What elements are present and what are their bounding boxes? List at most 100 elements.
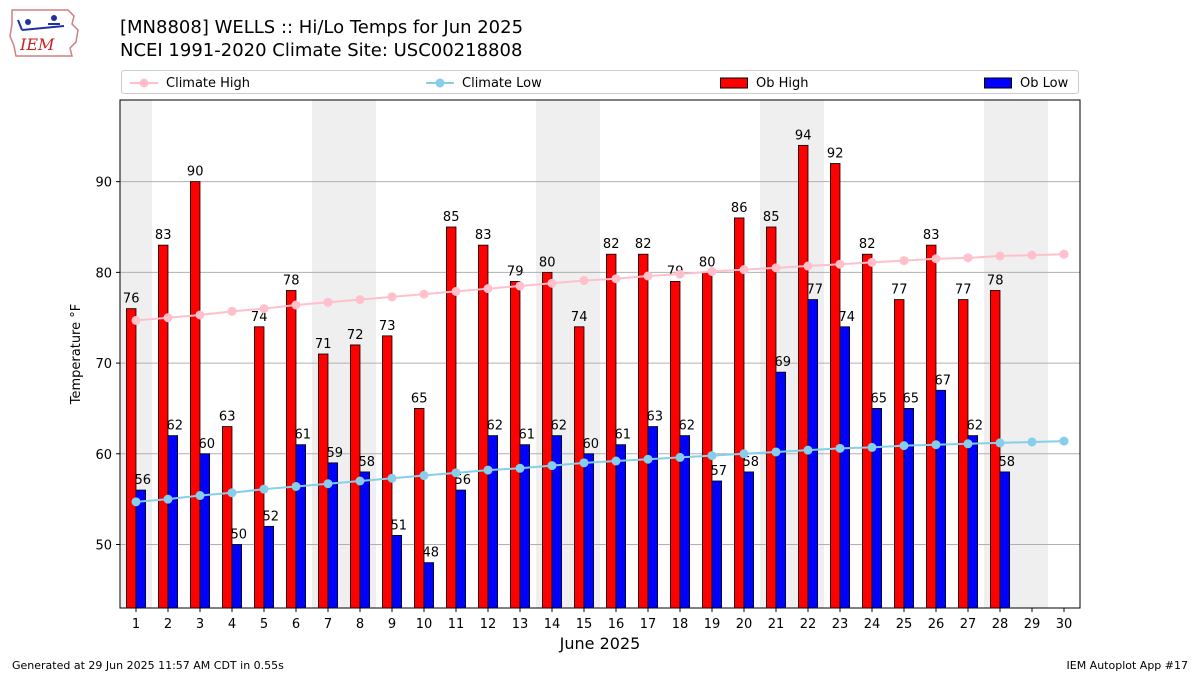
x-tick-label: 22 (800, 617, 817, 632)
climate-low-point (355, 476, 365, 486)
ob-low-label: 62 (551, 419, 568, 434)
ob-high-bar (542, 271, 553, 609)
ob-low-label: 62 (487, 419, 504, 434)
climate-high-point (515, 281, 525, 291)
ob-high-label: 63 (219, 410, 236, 425)
y-tick-label: 90 (95, 176, 112, 191)
x-tick-label: 16 (608, 617, 625, 632)
climate-high-point (739, 265, 749, 275)
ob-high-bar (766, 226, 777, 609)
ob-low-label: 60 (583, 437, 600, 452)
x-tick-label: 6 (292, 617, 300, 632)
iem-logo: IEM (8, 6, 82, 60)
ob-low-bar (167, 435, 179, 609)
y-tick-label: 50 (95, 539, 112, 554)
ob-high-label: 65 (411, 391, 428, 406)
climate-high-line (135, 253, 1065, 322)
climate-low-line (135, 440, 1065, 503)
climate-low-point (323, 479, 333, 489)
ob-high-label: 79 (507, 264, 524, 279)
climate-low-point (963, 439, 973, 449)
x-tick-label: 24 (864, 617, 881, 632)
climate-high-point (451, 286, 461, 296)
climate-high-point (707, 266, 717, 276)
ob-low-label: 58 (359, 455, 376, 470)
ob-low-label: 51 (391, 518, 408, 533)
ob-low-bar (423, 562, 435, 609)
x-tick-label: 9 (388, 617, 396, 632)
ob-high-bar (990, 290, 1001, 609)
ob-low-label: 59 (327, 446, 344, 461)
ob-high-bar (894, 299, 905, 609)
climate-high-point (419, 289, 429, 299)
y-tick-label: 60 (95, 448, 112, 463)
ob-low-bar (199, 453, 211, 609)
ob-low-label: 67 (935, 373, 952, 388)
ob-low-bar (231, 544, 243, 609)
climate-high-point (259, 304, 269, 314)
ob-high-label: 83 (923, 228, 940, 243)
climate-low-point (771, 447, 781, 457)
climate-high-point (483, 284, 493, 294)
ob-high-bar (413, 408, 425, 609)
ob-high-bar (253, 326, 265, 609)
ob-low-label: 62 (679, 419, 696, 434)
ob-high-bar (189, 181, 201, 609)
x-tick-label: 29 (1024, 617, 1041, 632)
x-tick-label: 3 (196, 617, 204, 632)
climate-low-point (995, 438, 1005, 448)
ob-low-label: 74 (839, 310, 856, 325)
climate-low-point (899, 441, 909, 451)
climate-high-point (611, 274, 621, 284)
ob-high-bar (126, 308, 137, 609)
climate-low-point (451, 468, 461, 478)
ob-high-label: 74 (571, 310, 588, 325)
legend-ob-low-label: Ob Low (1020, 75, 1069, 91)
climate-low-point (419, 471, 429, 481)
ob-low-bar (295, 444, 307, 609)
ob-high-label: 86 (731, 201, 748, 216)
ob-low-bar (263, 525, 275, 609)
ob-high-bar (702, 271, 713, 609)
x-tick-label: 7 (324, 617, 332, 632)
ob-low-bar (903, 408, 915, 609)
ob-low-label: 62 (167, 419, 184, 434)
ob-high-bar (734, 217, 745, 609)
ob-high-label: 77 (955, 283, 972, 298)
ob-high-label: 76 (123, 292, 140, 307)
ob-high-bar (509, 281, 521, 609)
x-tick-label: 1 (132, 617, 140, 632)
x-tick-label: 12 (480, 617, 497, 632)
legend: Climate High Climate Low Ob High Ob Low (121, 70, 1079, 94)
climate-low-point (643, 454, 653, 464)
ob-high-label: 78 (283, 274, 300, 289)
legend-ob-high-label: Ob High (756, 75, 809, 91)
ob-low-label: 61 (519, 428, 536, 443)
ob-low-label: 50 (231, 528, 248, 543)
ob-low-bar (839, 326, 851, 609)
x-tick-label: 14 (544, 617, 561, 632)
ob-high-bar (285, 290, 297, 609)
climate-high-point (899, 256, 909, 266)
ob-high-label: 77 (891, 283, 908, 298)
climate-low-point (707, 451, 717, 461)
climate-high-point (291, 300, 301, 310)
x-axis-title: June 2025 (559, 634, 641, 653)
ob-high-bar (926, 244, 937, 609)
x-tick-label: 10 (416, 617, 433, 632)
climate-high-point (355, 295, 365, 305)
x-tick-label: 20 (736, 617, 753, 632)
ob-low-label: 61 (295, 428, 312, 443)
climate-low-point (1027, 437, 1037, 447)
ob-low-bar (359, 471, 371, 609)
ob-high-bar (862, 253, 873, 609)
ob-low-bar (647, 426, 659, 609)
y-tick-label: 70 (95, 357, 112, 372)
footer-app: IEM Autoplot App #17 (1066, 659, 1189, 672)
legend-climate-high: Climate High (130, 74, 250, 92)
climate-high-point (227, 306, 237, 316)
climate-low-point (547, 461, 557, 471)
climate-high-point (323, 297, 333, 307)
ob-low-label: 52 (263, 509, 280, 524)
